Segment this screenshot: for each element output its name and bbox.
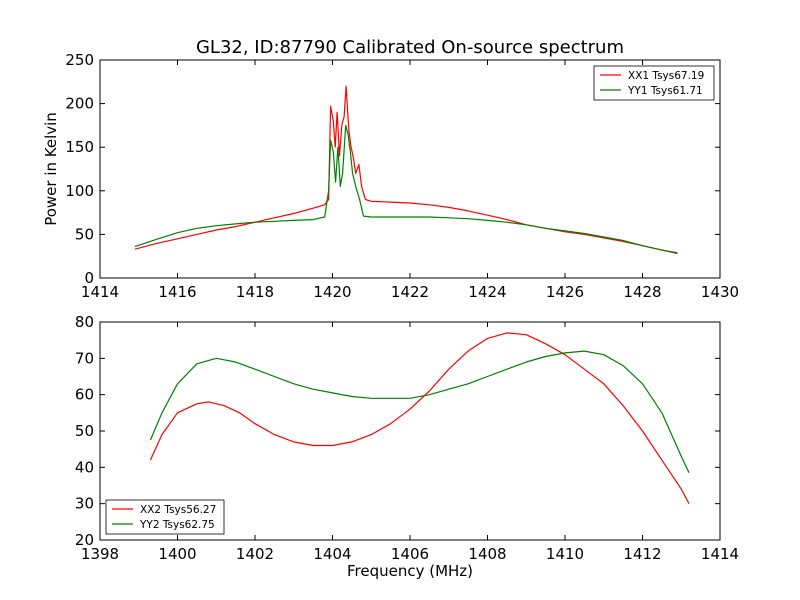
- top-spectrum-plot: 1414 1416 1418 1420 1422 1424 1426 1428 1430 0 50 1…: [42, 51, 739, 301]
- legend: XX2 Tsys56.27 YY2 Tsys62.75: [105, 499, 225, 535]
- y-tick-label: 30: [75, 495, 94, 513]
- y-tick-label: 50: [75, 225, 94, 243]
- x-tick-label: 1426: [546, 283, 584, 301]
- x-tick-label: 1428: [623, 283, 661, 301]
- x-tick-label: 1424: [468, 283, 506, 301]
- legend-entry: YY2 Tsys62.75: [139, 519, 215, 531]
- x-tick-label: 1402: [236, 545, 274, 563]
- legend-box: [593, 65, 715, 101]
- x-tick-label: 1420: [313, 283, 351, 301]
- y-tick-label: 0: [84, 269, 94, 287]
- y-axis-label: Power in Kelvin: [42, 112, 60, 226]
- legend: XX1 Tsys67.19 YY1 Tsys61.71: [593, 65, 715, 101]
- series-line-1: [134, 85, 678, 254]
- series-line-2: [134, 124, 678, 255]
- x-tick-label: 1404: [313, 545, 351, 563]
- legend-entry: XX2 Tsys56.27: [140, 504, 216, 516]
- y-tick-label: 60: [75, 386, 94, 404]
- series-line-2: [149, 350, 690, 474]
- x-tick-label: 1430: [701, 283, 739, 301]
- x-tick-label: 1414: [81, 283, 119, 301]
- y-tick-label: 80: [75, 313, 94, 331]
- x-tick-label: 1418: [236, 283, 274, 301]
- y-tick-label: 150: [65, 138, 94, 156]
- chart-title: GL32, ID:87790 Calibrated On-source spec…: [196, 37, 624, 58]
- x-tick-label: 1406: [391, 545, 429, 563]
- y-tick-label: 250: [65, 51, 94, 69]
- x-tick-label: 1414: [701, 545, 739, 563]
- y-tick-label: 50: [75, 422, 94, 440]
- legend-entry: YY1 Tsys61.71: [627, 85, 703, 97]
- x-tick-label: 1400: [158, 545, 196, 563]
- y-tick-label: 100: [65, 182, 94, 200]
- x-tick-label: 1412: [623, 545, 661, 563]
- y-tick-label: 70: [75, 349, 94, 367]
- y-tick-label: 20: [75, 531, 94, 549]
- y-tick-label: 40: [75, 458, 94, 476]
- x-tick-label: 1398: [81, 545, 119, 563]
- x-axis-label: Frequency (MHz): [347, 562, 473, 580]
- x-tick-label: 1422: [391, 283, 429, 301]
- x-tick-label: 1410: [546, 545, 584, 563]
- x-tick-label: 1408: [468, 545, 506, 563]
- bottom-spectrum-plot: 1398 1400 1402 1404 1406 1408 1410 1412 1414 20 30…: [75, 313, 739, 580]
- series-line-1: [149, 332, 690, 504]
- x-tick-label: 1416: [158, 283, 196, 301]
- y-tick-label: 200: [65, 95, 94, 113]
- legend-box: [105, 499, 225, 535]
- legend-entry: XX1 Tsys67.19: [628, 70, 704, 82]
